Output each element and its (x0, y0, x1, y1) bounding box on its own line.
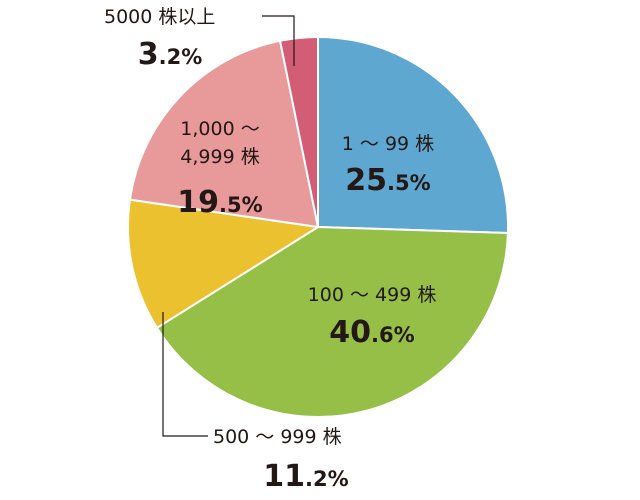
slice-value-500-999: 11.2% (263, 459, 348, 494)
slice-100-499 (155, 226, 509, 419)
leader-line-5000-plus (262, 15, 295, 66)
pie-slices (127, 36, 509, 419)
slice-label-1-99: 1 ～ 99 株 (342, 133, 434, 155)
slice-value-100-499: 40.6% (329, 315, 414, 350)
leader-line-500-999 (162, 312, 208, 437)
slice-1000-4999 (128, 39, 319, 228)
slice-500-999 (127, 198, 319, 329)
slice-label-100-499: 100 ～ 499 株 (308, 284, 437, 306)
slice-value-1000-4999: 19.5% (177, 185, 262, 220)
slice-label-5000-plus: 5000 株以上 (104, 6, 215, 28)
slice-value-5000-plus: 3.2% (138, 37, 203, 72)
slice-label-1000-4999-line1: 1,000 ～ (180, 118, 259, 140)
slice-value-1-99: 25.5% (345, 163, 430, 198)
slice-label-500-999: 500 ～ 999 株 (213, 426, 342, 448)
slice-label-1000-4999-line2: 4,999 株 (180, 146, 259, 168)
slice-5000-plus (279, 36, 319, 228)
slice-1-99 (317, 36, 509, 234)
